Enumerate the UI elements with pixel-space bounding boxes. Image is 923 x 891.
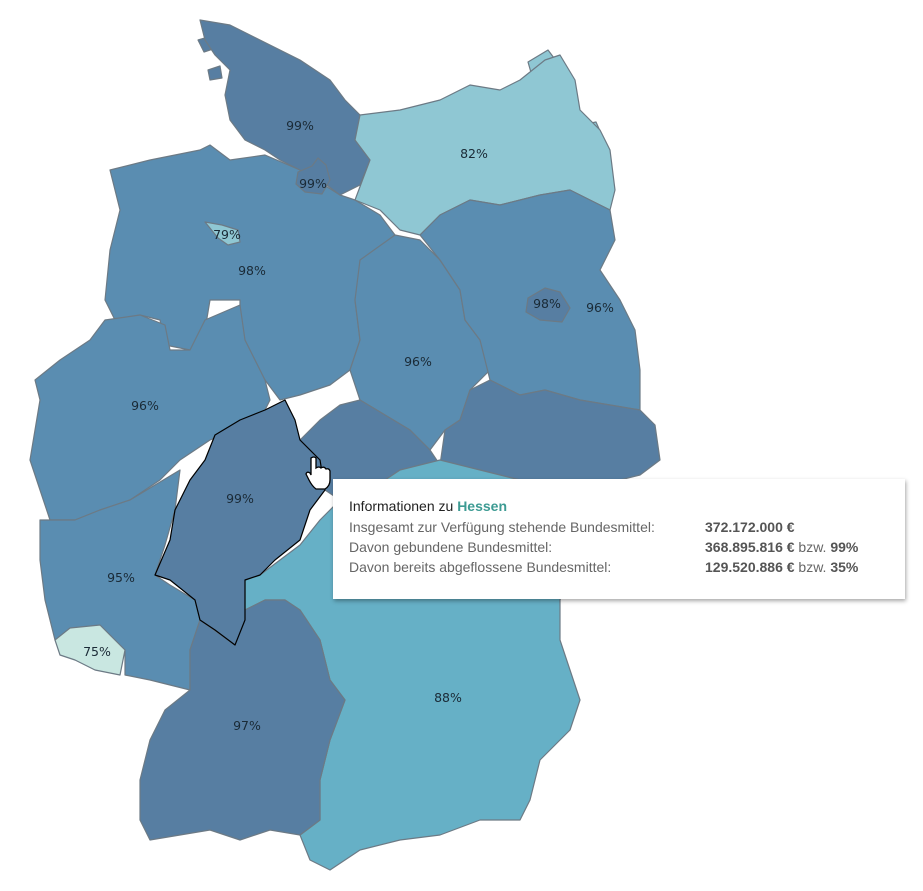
row-label: Davon gebundene Bundesmittel: <box>349 539 553 555</box>
state-nordrhein-westfalen[interactable] <box>29 304 271 521</box>
state-label-saarland: 75% <box>83 644 111 659</box>
tooltip-title: Informationen zu Hessen <box>349 498 905 514</box>
state-label-berlin: 98% <box>533 296 561 311</box>
row-connector: bzw. <box>798 559 827 575</box>
state-bremen[interactable] <box>204 221 241 246</box>
state-label-baden-wuerttemberg: 97% <box>233 718 261 733</box>
row-percent: 99% <box>830 539 859 555</box>
state-saarland[interactable] <box>54 624 126 676</box>
state-label-schleswig-holstein: 99% <box>286 118 314 133</box>
state-label-bayern: 88% <box>434 690 462 705</box>
tooltip-row-bound: Davon gebundene Bundesmittel: 368.895.816… <box>349 537 905 557</box>
state-schleswig-holstein[interactable] <box>199 19 371 196</box>
tooltip-row-paid: Davon bereits abgeflossene Bundesmittel:… <box>349 557 905 577</box>
state-label-nordrhein-westfalen: 96% <box>131 398 159 413</box>
state-berlin[interactable] <box>525 287 571 323</box>
state-label-niedersachsen: 98% <box>238 263 266 278</box>
state-label-mecklenburg-vorpommern: 82% <box>460 146 488 161</box>
state-hessen[interactable] <box>154 399 326 646</box>
row-percent: 35% <box>830 559 859 575</box>
row-connector: bzw. <box>798 539 827 555</box>
row-value: 129.520.886 € <box>705 559 795 575</box>
state-hamburg[interactable] <box>295 157 331 195</box>
state-thueringen[interactable] <box>299 399 441 501</box>
state-label-brandenburg: 96% <box>586 300 614 315</box>
state-label-hessen: 99% <box>226 491 254 506</box>
row-value: 368.895.816 € <box>705 539 795 555</box>
state-label-bremen: 79% <box>213 227 241 242</box>
state-label-rheinland-pfalz: 95% <box>107 570 135 585</box>
row-label: Davon bereits abgeflossene Bundesmittel: <box>349 559 612 575</box>
tooltip-title-prefix: Informationen zu <box>349 498 454 514</box>
tooltip-row-total: Insgesamt zur Verfügung stehende Bundesm… <box>349 517 905 537</box>
tooltip-state-name: Hessen <box>457 498 507 514</box>
island-schleswig-holstein <box>207 65 223 81</box>
row-value: 372.172.000 € <box>705 519 795 535</box>
state-baden-wuerttemberg[interactable] <box>139 599 346 841</box>
state-info-tooltip: Informationen zu Hessen Insgesamt zur Ve… <box>333 479 905 599</box>
state-label-hamburg: 99% <box>299 176 327 191</box>
state-niedersachsen[interactable] <box>104 144 396 401</box>
hand-pointer-icon <box>305 456 331 490</box>
state-label-sachsen-anhalt: 96% <box>404 354 432 369</box>
row-label: Insgesamt zur Verfügung stehende Bundesm… <box>349 519 655 535</box>
